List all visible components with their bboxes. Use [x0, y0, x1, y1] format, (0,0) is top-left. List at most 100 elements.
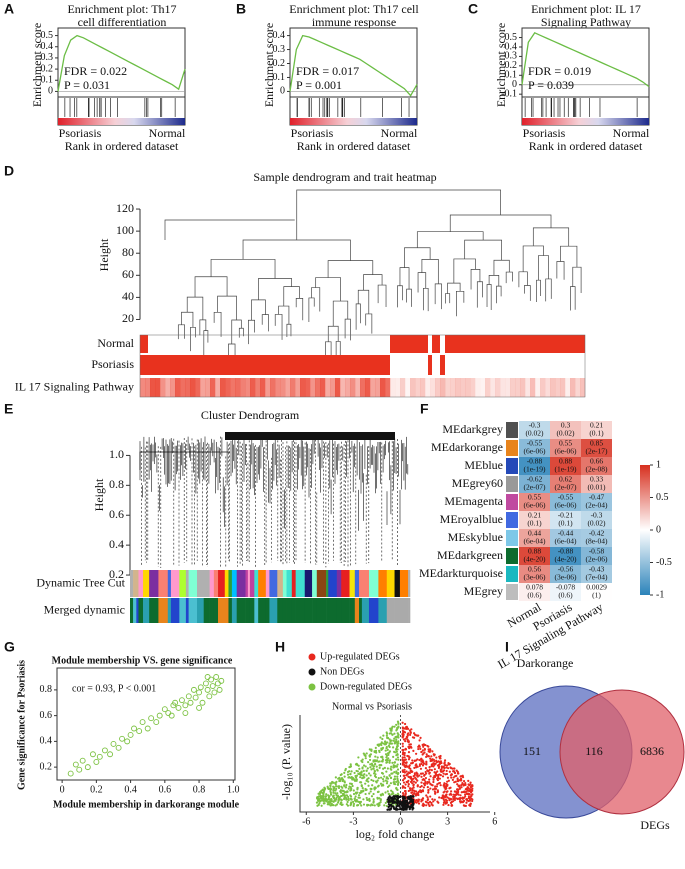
rank-colorbar: [290, 118, 417, 125]
point-cloud: [396, 727, 399, 730]
point-cloud: [410, 728, 413, 731]
dendro-branch: [217, 295, 237, 321]
legend-label: Up-regulated DEGs: [320, 651, 400, 662]
point-cloud: [408, 764, 411, 767]
module-color: [188, 570, 198, 597]
point-cloud: [317, 797, 320, 800]
point-cloud: [439, 760, 443, 763]
point: [214, 680, 221, 687]
point-cloud: [396, 808, 399, 811]
point-cloud: [415, 763, 418, 766]
cell-value: -0.47: [589, 493, 605, 502]
point-cloud: [429, 749, 432, 752]
point-cloud: [384, 749, 387, 752]
point-cloud: [395, 747, 398, 750]
point-cloud: [409, 787, 412, 790]
point-cloud: [428, 778, 431, 781]
module-label: MEdarkorange: [431, 440, 503, 454]
point-cloud: [406, 772, 409, 776]
point-cloud: [407, 741, 410, 744]
point-cloud: [425, 794, 428, 797]
set-count: 151: [523, 744, 541, 758]
point-cloud: [396, 783, 400, 786]
dendro-branch: [344, 318, 351, 341]
cell-p: (1e-19): [523, 465, 546, 474]
point-cloud: [432, 800, 435, 803]
cell-value: 0.66: [590, 457, 603, 466]
dendro-branch: [560, 245, 578, 268]
point: [84, 764, 91, 771]
cell-value: 0.55: [528, 493, 541, 502]
point: [93, 759, 100, 765]
point-cloud: [449, 797, 452, 800]
point-cloud: [461, 797, 464, 800]
module-color: [130, 570, 134, 597]
trait-cell: [345, 378, 351, 397]
point-cloud: [343, 784, 346, 788]
point-cloud: [460, 779, 463, 782]
point-cloud: [353, 797, 356, 801]
point-cloud: [411, 761, 415, 764]
trait-cell: [185, 378, 191, 397]
cell-p: (2e-08): [585, 465, 608, 474]
y-tick-label: 0.5: [505, 32, 518, 43]
point-cloud: [455, 774, 458, 777]
dendro-branch: [422, 287, 429, 312]
point-cloud: [418, 763, 422, 766]
point-cloud: [364, 787, 367, 791]
cell-p: (1e-19): [554, 465, 577, 474]
point-cloud: [420, 758, 423, 761]
trait-cell: [415, 378, 421, 397]
heatmap-cell: [519, 457, 550, 475]
point-cloud: [396, 795, 399, 798]
point-cloud: [369, 774, 372, 777]
point-cloud: [365, 779, 368, 782]
trait-cell: [305, 378, 311, 397]
point-cloud: [361, 766, 364, 769]
point-cloud: [467, 799, 470, 803]
point-cloud: [388, 799, 391, 802]
module-color: [188, 598, 198, 623]
point-cloud: [361, 758, 364, 761]
trait-cell: [480, 378, 486, 397]
point-cloud: [396, 743, 399, 746]
module-color: [185, 598, 189, 623]
point-cloud: [369, 766, 372, 769]
point-cloud: [432, 776, 435, 779]
point-cloud: [427, 788, 430, 792]
x-axis-label: Rank in ordered dataset: [65, 139, 179, 153]
cell-value: 0.0029: [586, 583, 607, 592]
point-cloud: [388, 774, 391, 777]
trait-cell: [455, 378, 461, 397]
module-color: [224, 598, 229, 623]
module-color: [247, 598, 251, 623]
y-tick-label: 0.2: [273, 58, 286, 69]
module-label: MEdarkgrey: [442, 422, 503, 436]
point-cloud: [430, 755, 433, 758]
point-cloud: [386, 808, 389, 811]
point-cloud: [446, 784, 449, 787]
point-cloud: [450, 776, 453, 779]
module-color: [399, 598, 409, 623]
module-color: [249, 570, 255, 597]
point-cloud: [468, 784, 471, 787]
y-axis-label: -log₁₀ (P. value): [279, 724, 293, 800]
module-label: MEroyalblue: [440, 512, 503, 526]
point-cloud: [414, 776, 417, 779]
y-axis-label: Height: [92, 478, 106, 511]
dendro-branch: [261, 314, 269, 332]
point-cloud: [339, 801, 343, 804]
point-cloud: [430, 801, 433, 805]
point-cloud: [451, 767, 454, 770]
point-cloud: [455, 792, 458, 795]
heatmap-cell: [550, 547, 581, 565]
heatmap-cell: [581, 565, 612, 583]
point-cloud: [337, 799, 340, 802]
point-cloud: [381, 783, 384, 786]
point-cloud: [387, 737, 390, 740]
point-cloud: [453, 798, 456, 802]
point-cloud: [352, 792, 356, 796]
trait-cell: [540, 378, 546, 397]
point-cloud: [389, 767, 392, 770]
module-color: [130, 598, 134, 623]
